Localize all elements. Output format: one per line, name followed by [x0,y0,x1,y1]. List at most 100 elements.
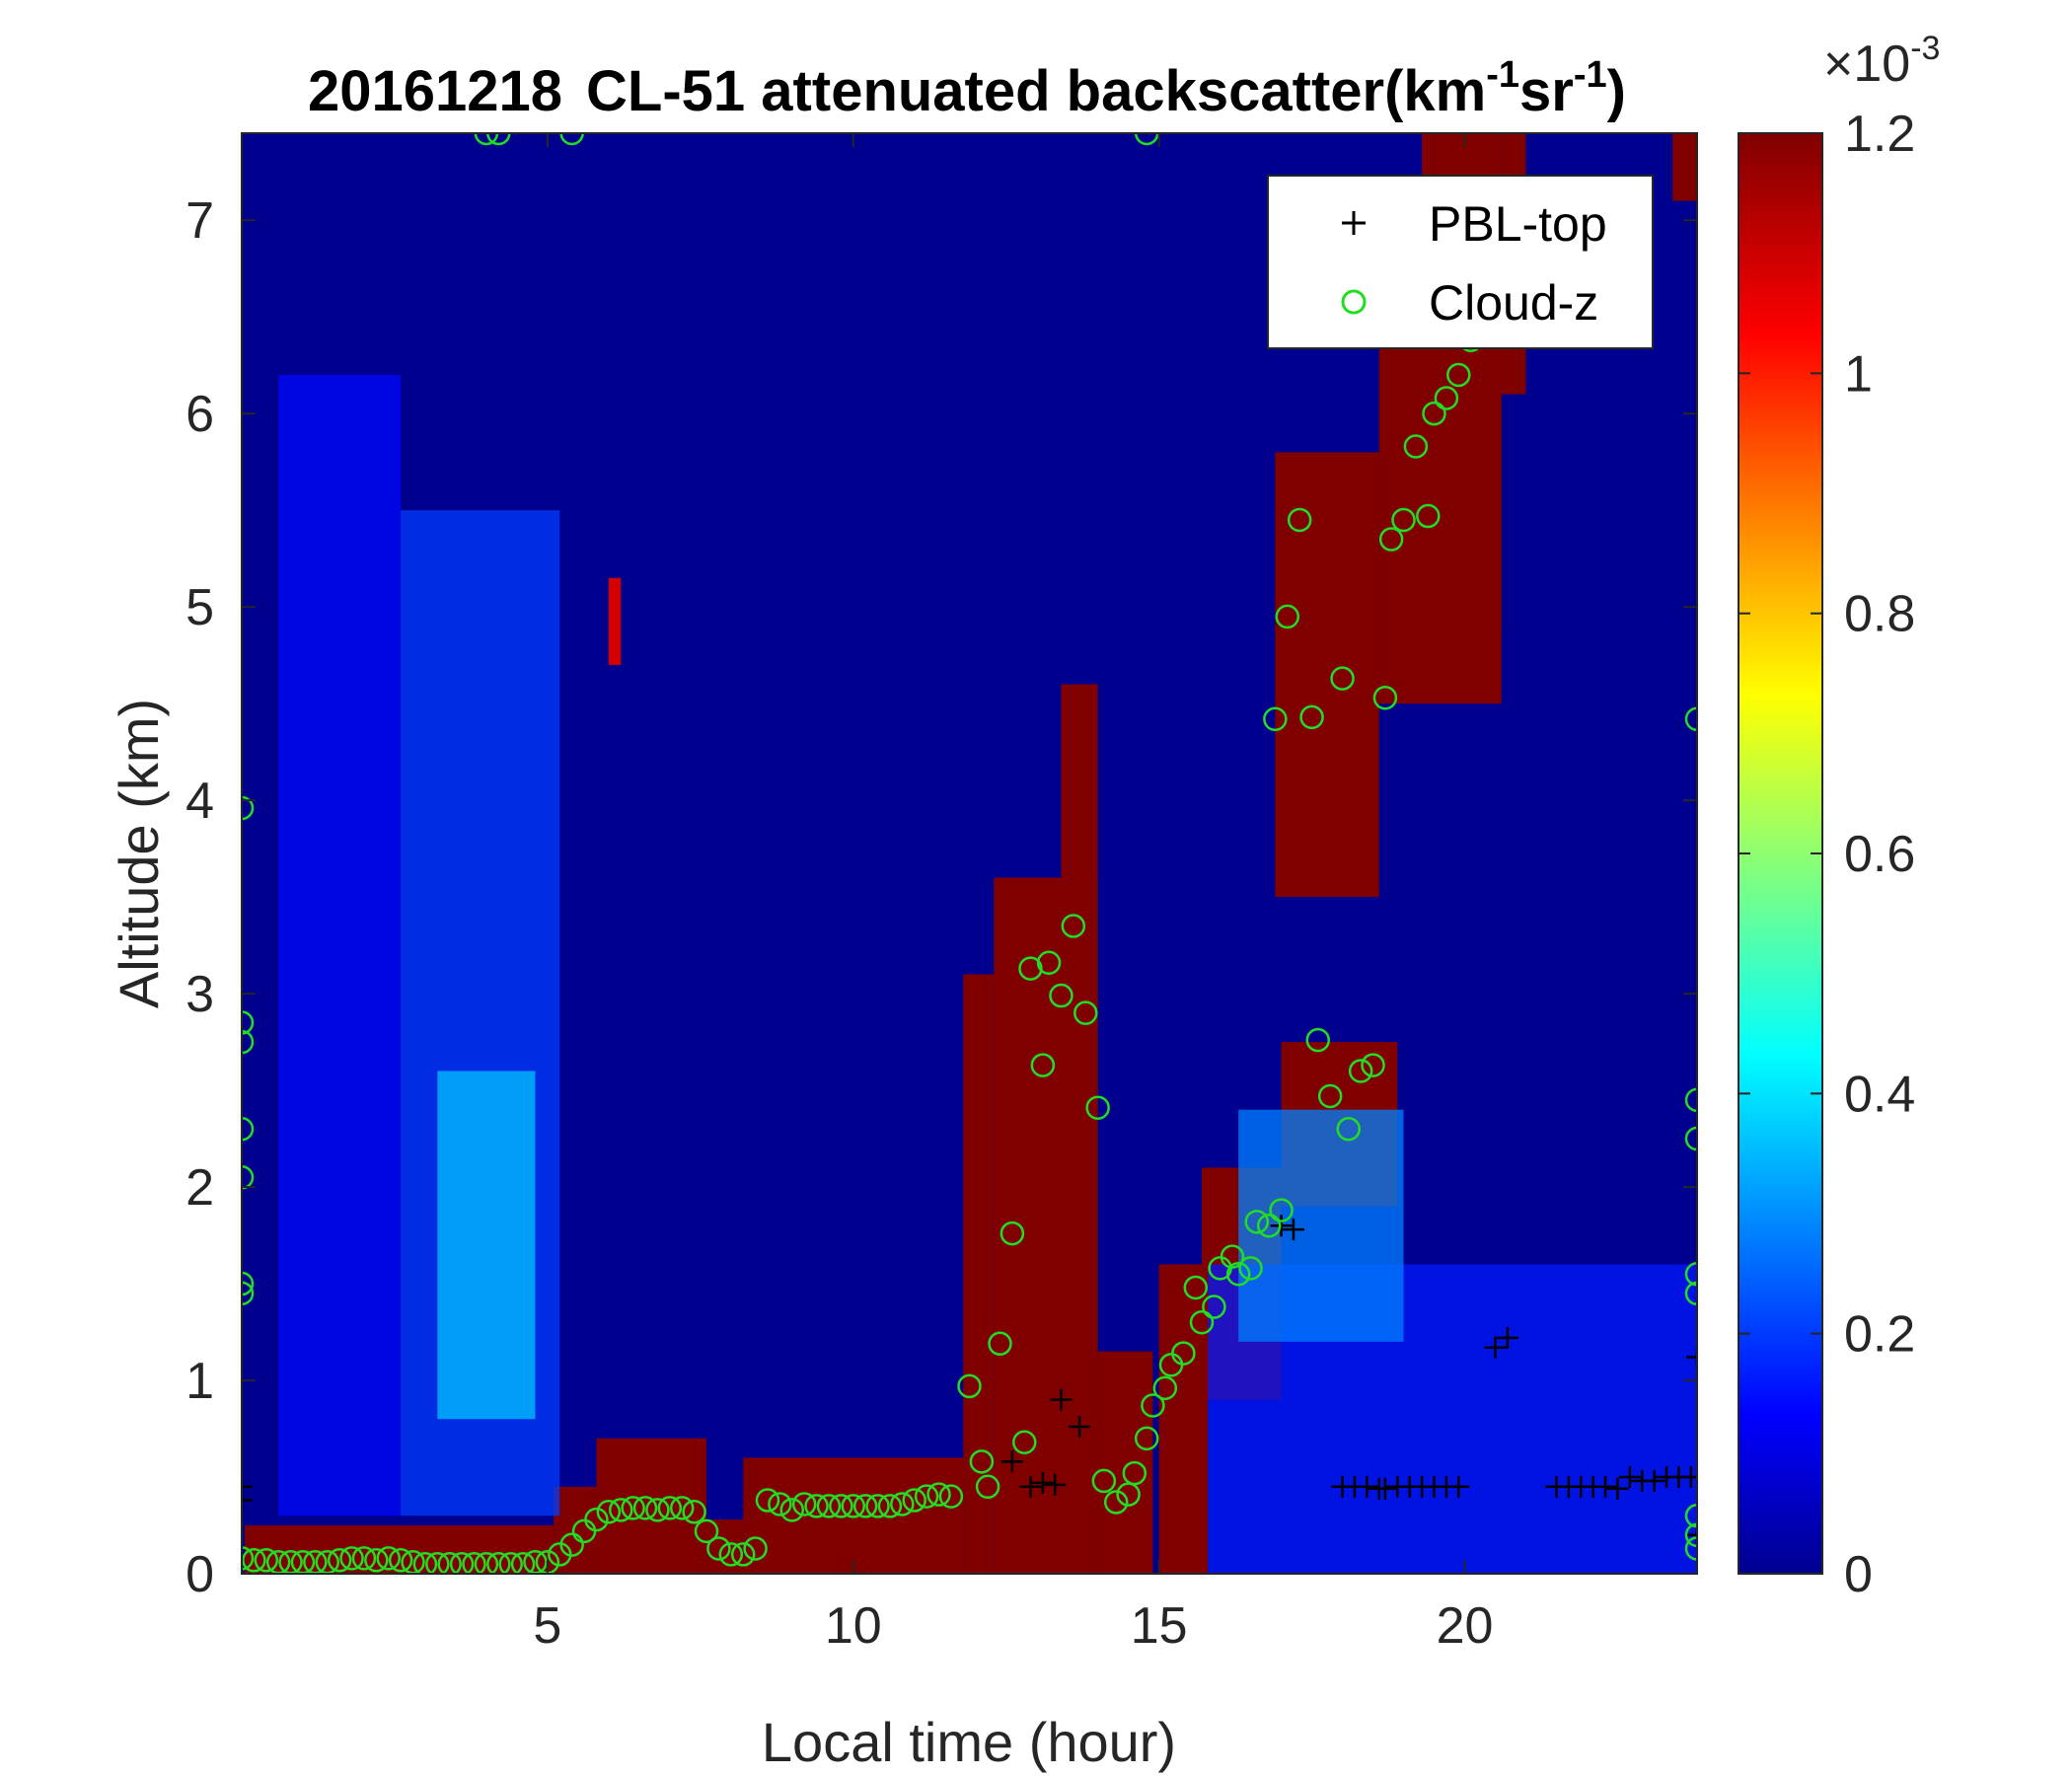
pbl-top-point [1643,1469,1665,1492]
title-text: CL-51 attenuated backscatter(km [586,59,1486,123]
cloud-z-point [1183,1275,1209,1300]
plot-area [242,133,1697,1574]
pbl-top-point [1496,1326,1518,1349]
cloud-z-point [242,795,255,821]
backscatter-region [1061,684,1098,1574]
cloud-z-point [1141,1393,1165,1418]
backscatter-region [963,974,995,1574]
colorbar-tick-label: 0.4 [1844,1066,1915,1123]
cloud-z-point [254,1548,279,1573]
y-tick-label: 7 [185,192,214,250]
cloud-z-point [1336,1117,1361,1142]
cloud-z-point [988,1331,1012,1357]
pbl-top-point [1373,1477,1396,1500]
cloud-z-point [1030,1053,1056,1077]
cloud-z-point [1684,1126,1697,1151]
y-tick-label: 6 [185,386,214,443]
cloud-z-point [1305,1027,1331,1053]
cloud-z-point [1085,1095,1110,1120]
cloud-z-point [645,1498,670,1522]
colorbar-ticks: 0 0.2 0.4 0.6 0.8 1 1.2 [1739,106,1915,1603]
colorbar-exponent: ×10-3 [1823,30,1940,93]
cloud-z-point [510,1551,536,1574]
cloud-z-point [1684,1536,1697,1561]
cloud-z-point [657,1496,683,1520]
cloud-z-point [242,1117,255,1142]
y-tick-label: 3 [185,966,214,1023]
y-tick-label: 0 [185,1546,214,1603]
y-axis-label: Altitude (km) [108,699,170,1008]
y-axis-ticks: 0 1 2 3 4 5 6 7 [185,192,1697,1603]
cloud-z-point [1684,1522,1697,1548]
cloud-z-point [242,1010,255,1035]
cloud-z-point [242,1271,255,1296]
cloud-z-point [1049,983,1073,1008]
pbl-top-point [1270,1215,1293,1237]
cloud-z-point [1299,704,1324,730]
backscatter-region [608,577,622,665]
cloud-z-point [1238,1256,1263,1281]
legend: PBL-top Cloud-z [1267,175,1654,349]
cloud-z-point [1202,1295,1226,1319]
cloud-z-point [957,1373,982,1399]
x-axis-label: Local time (hour) [762,1711,1176,1773]
cloud-z-point [242,1029,255,1055]
cloud-z-point [743,1536,768,1561]
cloud-z-point [449,1551,475,1574]
cloud-z-point [1361,1053,1385,1077]
pbl-top-point [1686,1523,1697,1546]
backscatter-region [1238,1109,1404,1342]
cloud-z-point [1422,401,1446,426]
colorbar-exponent-prefix: ×10 [1823,36,1910,93]
cloud-z-point [1103,1490,1129,1515]
pbl-top-point [1031,1471,1054,1494]
cloud-z-point [926,1482,951,1507]
cloud-z-point [1171,1341,1196,1366]
cloud-z-point [559,1532,584,1557]
cloud-z-point [1225,1261,1251,1287]
pbl-top-point [1606,1477,1629,1500]
pbl-top-point [242,1489,253,1512]
legend-label-pbl-top: PBL-top [1429,196,1607,252]
cloud-z-point [1244,1210,1270,1234]
cloud-z-point [755,1488,780,1513]
cloud-z-point [1684,1503,1697,1528]
colorbar-tick-label: 0.8 [1844,586,1915,643]
x-tick-label: 5 [533,1597,561,1655]
cloud-z-point [902,1488,926,1513]
cloud-z-point [474,1551,499,1574]
cloud-z-point [388,1548,413,1573]
colorbar-tick-label: 1 [1844,345,1873,403]
pbl-top-point [1686,1346,1697,1369]
cloud-z-point [1391,507,1416,533]
cloud-z-point [975,1474,1000,1500]
colorbar-gradient [1738,132,1823,1575]
y-tick-label: 2 [185,1159,214,1217]
cloud-z-point [327,1548,352,1573]
pbl-top-point [1069,1416,1091,1439]
colorbar-tick-label: 0 [1844,1546,1873,1603]
pbl-top-point [1000,1450,1023,1473]
title-end: ) [1607,59,1626,123]
cloud-z-point [1269,1198,1294,1222]
cloud-z-point [1378,527,1404,552]
cloud-z-point [632,1496,658,1520]
cloud-z-point [1134,1426,1159,1451]
y-tick-label: 4 [185,773,214,830]
cloud-z-point [462,1551,486,1574]
pbl-top-markers [242,1215,1697,1546]
cloud-z-point [596,1500,622,1524]
cloud-z-point [486,133,511,146]
cloud-z-point [1073,1000,1098,1025]
cloud-z-point [242,1548,266,1573]
plot-frame [241,132,1698,1575]
pbl-top-point [1019,1475,1042,1498]
cloud-z-point [1275,604,1300,629]
legend-label-cloud-z: Cloud-z [1429,275,1598,331]
cloud-z-point [999,1221,1025,1246]
cloud-z-point [1220,1244,1245,1269]
colorbar-tick-label: 0.2 [1844,1306,1915,1364]
y-tick-label: 5 [185,579,214,636]
cloud-z-point [1012,1430,1037,1454]
